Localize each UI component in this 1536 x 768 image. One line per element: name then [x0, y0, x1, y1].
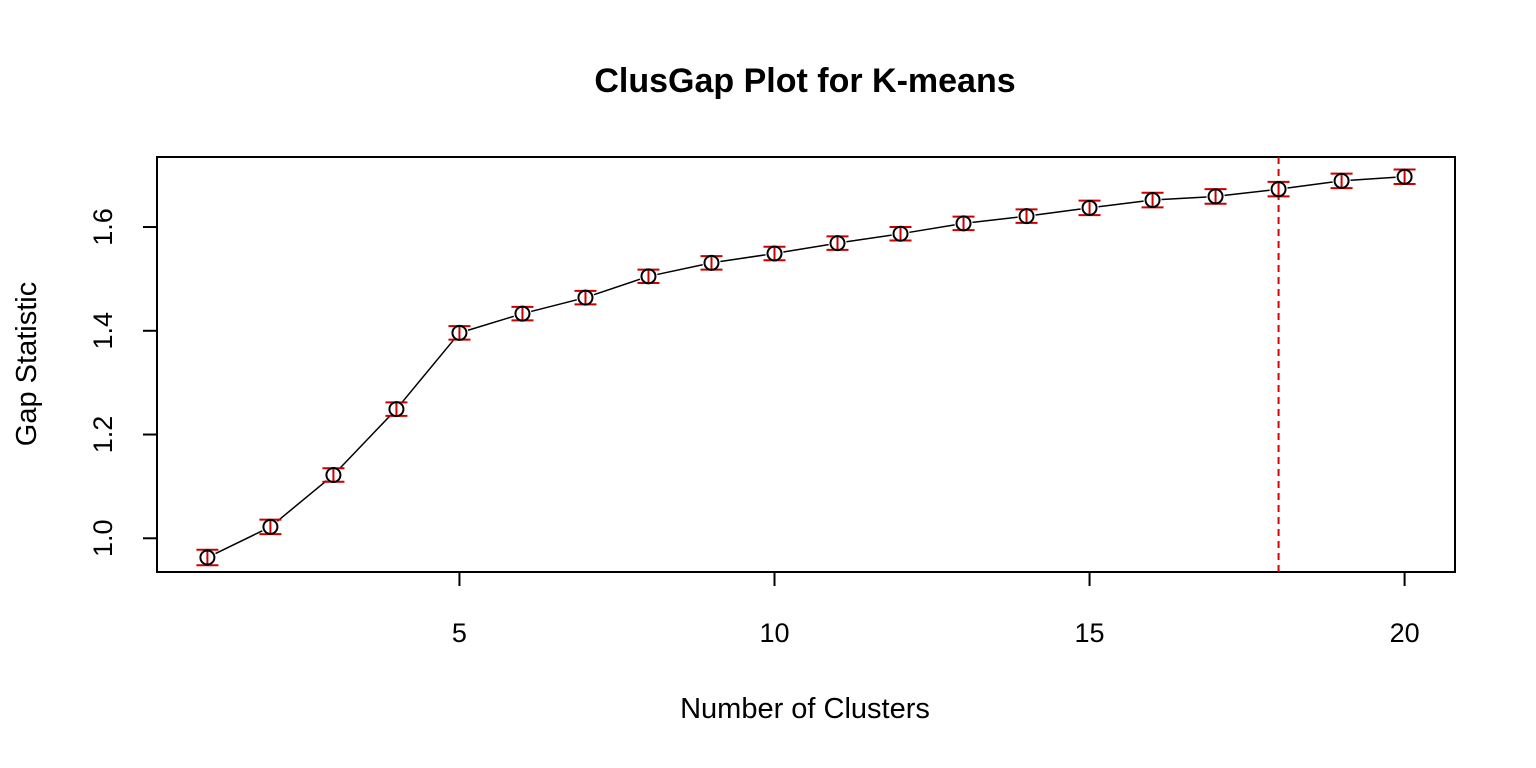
y-tick-label: 1.2	[88, 416, 118, 454]
data-point	[1081, 199, 1098, 216]
series-line-segment	[467, 315, 515, 331]
x-tick-label: 20	[1390, 618, 1420, 648]
data-point	[829, 235, 846, 252]
data-point	[766, 245, 783, 262]
data-point	[262, 518, 279, 535]
data-point	[1018, 208, 1035, 225]
y-tick-label: 1.4	[88, 312, 118, 350]
series-line-segment	[720, 254, 766, 263]
chart-title: ClusGap Plot for K-means	[594, 62, 1015, 100]
series-line-segment	[593, 278, 641, 296]
data-point	[388, 401, 405, 418]
series-line-segment	[1035, 208, 1081, 216]
data-point	[577, 289, 594, 306]
data-point	[955, 215, 972, 232]
data-point	[640, 268, 657, 285]
series-line-segment	[215, 530, 263, 555]
series-line-segment	[276, 480, 327, 522]
series-line-segment	[846, 234, 892, 243]
y-axis: 1.0 1.2 1.4 1.6	[88, 208, 157, 557]
series-line-segment	[530, 299, 577, 313]
series-line-segment	[1161, 196, 1207, 201]
series-line-segment	[909, 224, 955, 234]
plot-frame	[156, 156, 1456, 573]
data-point	[1270, 181, 1287, 198]
x-axis: 5 10 15 20	[452, 572, 1420, 648]
data-point	[514, 305, 531, 322]
data-point	[451, 324, 468, 341]
series-line-segment	[1287, 181, 1333, 189]
x-tick-label: 15	[1075, 618, 1105, 648]
data-point	[325, 466, 342, 483]
data-point	[1333, 172, 1350, 189]
y-tick-label: 1.6	[88, 208, 118, 246]
series-line-segment	[657, 263, 703, 276]
data-point	[199, 549, 216, 566]
series-line-segment	[401, 339, 455, 403]
y-axis-label: Gap Statistic	[11, 282, 43, 446]
data-point	[892, 225, 909, 242]
series-line-segment	[783, 243, 829, 253]
series-line-segment	[1350, 176, 1396, 182]
data-point	[1207, 188, 1224, 205]
y-tick-label: 1.0	[88, 520, 118, 558]
x-tick-label: 10	[759, 618, 789, 648]
x-axis-label: Number of Clusters	[680, 693, 930, 725]
data-point	[703, 254, 720, 271]
series-line-segment	[972, 216, 1018, 224]
plot-area	[196, 157, 1416, 572]
data-point	[1144, 192, 1161, 209]
series-line-segment	[1224, 189, 1270, 197]
series-line-segment	[339, 415, 391, 470]
series-line-segment	[1098, 200, 1144, 208]
data-point	[1396, 168, 1413, 185]
x-tick-label: 5	[452, 618, 467, 648]
